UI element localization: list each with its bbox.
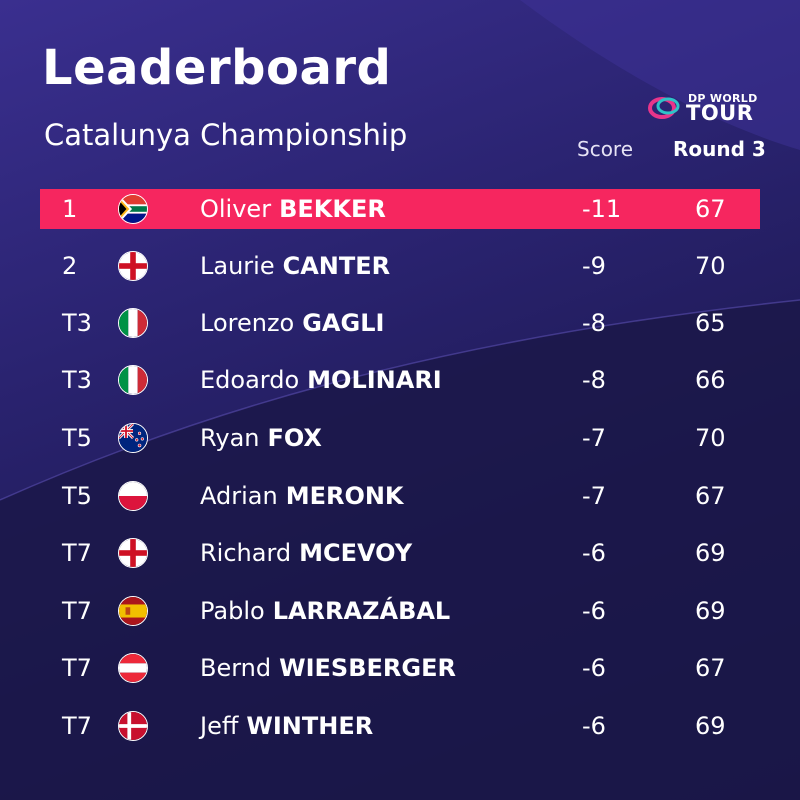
total-score: -6 xyxy=(582,654,606,682)
leaderboard-row: 1 Oliver BEKKER -11 67 xyxy=(40,189,760,229)
position: T5 xyxy=(62,424,92,452)
round-score: 65 xyxy=(695,309,726,337)
score-column-header: Score xyxy=(577,137,634,161)
leaderboard-row: T7 Pablo LARRAZÁBAL -6 69 xyxy=(40,591,760,631)
austria-flag-icon xyxy=(118,653,148,683)
first-name: Laurie xyxy=(200,252,275,280)
dp-world-tour-logo: DP WORLD TOUR xyxy=(648,84,768,132)
player-name: Lorenzo GAGLI xyxy=(200,309,384,337)
leaderboard-row: T7 Jeff WINTHER -6 69 xyxy=(40,706,760,746)
leaderboard-row: T7 Richard MCEVOY -6 69 xyxy=(40,533,760,573)
round-score: 70 xyxy=(695,252,726,280)
position: T3 xyxy=(62,366,92,394)
italy-flag-icon xyxy=(118,365,148,395)
page-title: Leaderboard xyxy=(42,40,392,96)
total-score: -7 xyxy=(582,424,606,452)
england-flag-icon xyxy=(118,251,148,281)
total-score: -6 xyxy=(582,539,606,567)
round-score: 66 xyxy=(695,366,726,394)
england-flag-icon xyxy=(118,538,148,568)
round-column-header: Round 3 xyxy=(673,137,766,161)
last-name: WIESBERGER xyxy=(279,654,456,682)
tour-swoosh-icon xyxy=(648,97,680,119)
last-name: MOLINARI xyxy=(307,366,442,394)
first-name: Richard xyxy=(200,539,292,567)
first-name: Edoardo xyxy=(200,366,300,394)
player-name: Jeff WINTHER xyxy=(200,712,373,740)
first-name: Lorenzo xyxy=(200,309,295,337)
player-name: Laurie CANTER xyxy=(200,252,390,280)
leaderboard-row: 2 Laurie CANTER -9 70 xyxy=(40,246,760,286)
first-name: Jeff xyxy=(200,712,239,740)
position: T7 xyxy=(62,712,92,740)
new-zealand-flag-icon xyxy=(118,423,148,453)
total-score: -8 xyxy=(582,309,606,337)
player-name: Pablo LARRAZÁBAL xyxy=(200,597,450,625)
player-name: Oliver BEKKER xyxy=(200,195,386,223)
position: T7 xyxy=(62,539,92,567)
first-name: Pablo xyxy=(200,597,265,625)
position: T7 xyxy=(62,597,92,625)
first-name: Adrian xyxy=(200,482,278,510)
player-name: Edoardo MOLINARI xyxy=(200,366,442,394)
denmark-flag-icon xyxy=(118,711,148,741)
poland-flag-icon xyxy=(118,481,148,511)
spain-flag-icon xyxy=(118,596,148,626)
player-name: Ryan FOX xyxy=(200,424,322,452)
round-score: 69 xyxy=(695,597,726,625)
total-score: -7 xyxy=(582,482,606,510)
leaderboard-row: T5 Adrian MERONK -7 67 xyxy=(40,476,760,516)
last-name: BEKKER xyxy=(279,195,386,223)
total-score: -8 xyxy=(582,366,606,394)
leaderboard-row: T5 Ryan FOX -7 70 xyxy=(40,418,760,458)
south-africa-flag-icon xyxy=(118,194,148,224)
last-name: MCEVOY xyxy=(299,539,413,567)
total-score: -9 xyxy=(582,252,606,280)
player-name: Richard MCEVOY xyxy=(200,539,412,567)
round-score: 67 xyxy=(695,195,726,223)
round-score: 67 xyxy=(695,482,726,510)
round-score: 69 xyxy=(695,712,726,740)
position: T5 xyxy=(62,482,92,510)
first-name: Ryan xyxy=(200,424,260,452)
round-score: 67 xyxy=(695,654,726,682)
leaderboard-row: T3 Lorenzo GAGLI -8 65 xyxy=(40,303,760,343)
last-name: CANTER xyxy=(282,252,391,280)
logo-line-1: DP WORLD xyxy=(688,92,758,105)
first-name: Oliver xyxy=(200,195,272,223)
first-name: Bernd xyxy=(200,654,272,682)
player-name: Bernd WIESBERGER xyxy=(200,654,456,682)
last-name: FOX xyxy=(267,424,322,452)
position: 2 xyxy=(62,252,78,280)
total-score: -11 xyxy=(582,195,622,223)
round-score: 70 xyxy=(695,424,726,452)
round-score: 69 xyxy=(695,539,726,567)
last-name: MERONK xyxy=(285,482,404,510)
italy-flag-icon xyxy=(118,308,148,338)
leaderboard-row: T3 Edoardo MOLINARI -8 66 xyxy=(40,360,760,400)
player-name: Adrian MERONK xyxy=(200,482,404,510)
logo-line-2: TOUR xyxy=(686,101,754,125)
position: 1 xyxy=(62,195,78,223)
position: T3 xyxy=(62,309,92,337)
last-name: LARRAZÁBAL xyxy=(272,597,451,625)
tournament-name: Catalunya Championship xyxy=(44,118,408,152)
total-score: -6 xyxy=(582,712,606,740)
position: T7 xyxy=(62,654,92,682)
last-name: WINTHER xyxy=(246,712,374,740)
last-name: GAGLI xyxy=(302,309,385,337)
total-score: -6 xyxy=(582,597,606,625)
leaderboard-row: T7 Bernd WIESBERGER -6 67 xyxy=(40,648,760,688)
